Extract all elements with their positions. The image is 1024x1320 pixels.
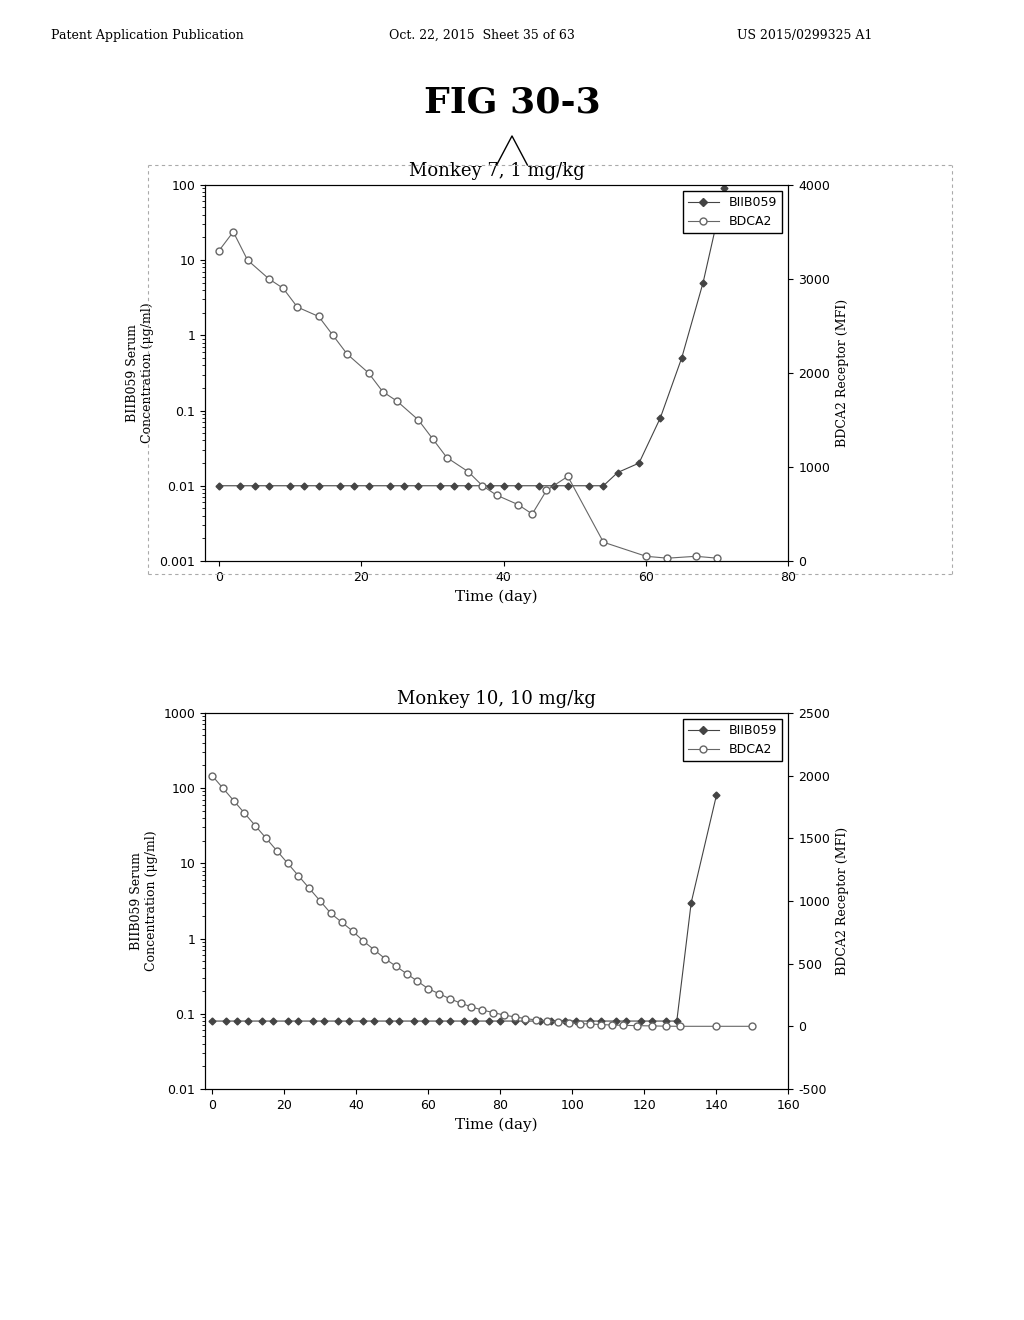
- X-axis label: Time (day): Time (day): [456, 589, 538, 603]
- Text: Oct. 22, 2015  Sheet 35 of 63: Oct. 22, 2015 Sheet 35 of 63: [389, 29, 575, 42]
- Title: Monkey 7, 1 mg/kg: Monkey 7, 1 mg/kg: [409, 162, 585, 181]
- Text: FIG 30-3: FIG 30-3: [424, 86, 600, 120]
- Y-axis label: BIIB059 Serum
Concentration (μg/ml): BIIB059 Serum Concentration (μg/ml): [126, 302, 154, 444]
- Text: Patent Application Publication: Patent Application Publication: [51, 29, 244, 42]
- Title: Monkey 10, 10 mg/kg: Monkey 10, 10 mg/kg: [397, 690, 596, 709]
- Y-axis label: BDCA2 Receptor (MFI): BDCA2 Receptor (MFI): [836, 826, 849, 975]
- Legend: BIIB059, BDCA2: BIIB059, BDCA2: [683, 719, 782, 762]
- Y-axis label: BDCA2 Receptor (MFI): BDCA2 Receptor (MFI): [836, 298, 849, 447]
- Text: US 2015/0299325 A1: US 2015/0299325 A1: [737, 29, 872, 42]
- Y-axis label: BIIB059 Serum
Concentration (μg/ml): BIIB059 Serum Concentration (μg/ml): [130, 830, 158, 972]
- Legend: BIIB059, BDCA2: BIIB059, BDCA2: [683, 191, 782, 234]
- X-axis label: Time (day): Time (day): [456, 1117, 538, 1131]
